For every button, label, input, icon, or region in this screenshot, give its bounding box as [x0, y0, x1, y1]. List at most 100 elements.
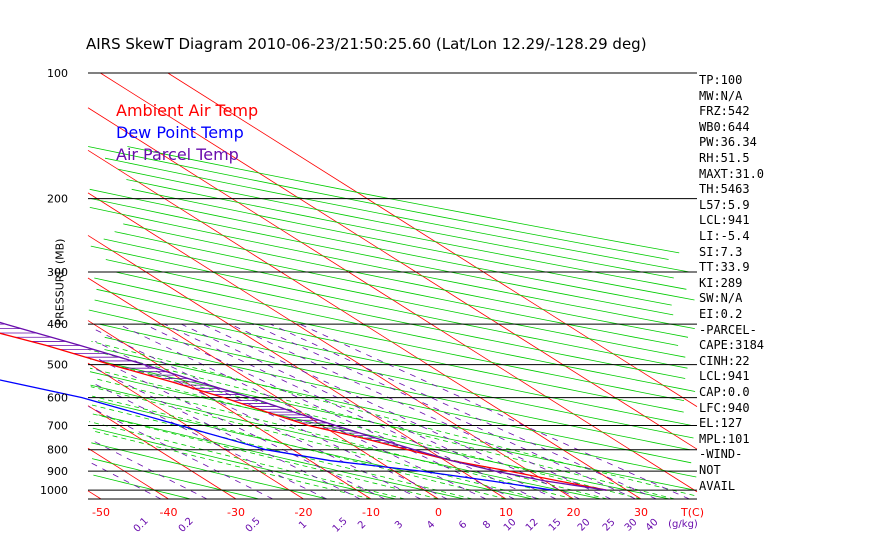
index-item: RH:51.5: [699, 151, 750, 165]
index-item: AVAIL: [699, 478, 736, 493]
index-item: SW:N/A: [699, 291, 743, 306]
legend-dew-point-temp: Dew Point Temp: [116, 123, 244, 142]
mixing-ratio-tick-label: 12: [524, 517, 541, 534]
mixing-ratio-line: [230, 323, 612, 500]
temp-bottom-tick-label: 20: [567, 506, 581, 519]
moist-adiabat-line: [90, 413, 439, 500]
moist-adiabat-line: [88, 349, 675, 500]
temp-bottom-tick-label: 10: [499, 506, 513, 519]
mixing-ratio-line: [181, 323, 557, 500]
index-item: -WIND-: [699, 447, 743, 462]
mixing-ratio-line: [118, 323, 487, 500]
moist-adiabat-line: [89, 367, 608, 500]
temp-bottom-tick-label: -10: [362, 506, 380, 519]
mixing-ratio-line: [144, 323, 515, 500]
mixing-ratio-tick-label: 30: [623, 517, 640, 534]
dry-adiabat-line: [105, 259, 686, 379]
index-item: KI:289: [699, 275, 743, 290]
index-item: CAPE:3184: [699, 338, 765, 353]
dry-adiabat-line: [103, 238, 686, 358]
isotherm-line: [87, 320, 372, 500]
dry-adiabat-line: [104, 336, 692, 464]
mixing-ratio-line: [299, 323, 690, 500]
dry-adiabat-line: [91, 198, 674, 316]
temp-bottom-tick-label: 30: [634, 506, 648, 519]
index-item: EL:127: [699, 416, 743, 431]
dry-adiabat-line: [91, 458, 260, 500]
dry-adiabat-line: [89, 188, 672, 306]
temp-unit-label: T(C): [680, 506, 704, 519]
isotherm-line: [87, 277, 439, 500]
mixing-ratio-line: [93, 367, 361, 500]
legend-ambient-air-temp: Ambient Air Temp: [116, 101, 259, 120]
mixing-ratio-line: [164, 323, 538, 500]
dry-adiabat-line: [92, 427, 397, 500]
index-item: FRZ:542: [699, 104, 750, 119]
mixing-ratio-tick-label: 8: [481, 519, 493, 531]
mixing-ratio-tick-label: 0.5: [244, 516, 263, 535]
dry-adiabat-line: [114, 231, 679, 346]
dry-adiabat-line: [104, 157, 690, 273]
mixing-ratio-lines: [88, 323, 690, 500]
dry-adiabat-line: [94, 277, 685, 401]
dry-adiabat-line: [104, 349, 697, 478]
pressure-tick-label: 700: [47, 420, 68, 433]
pressure-tick-label: 600: [47, 392, 68, 405]
isotherm-line: [87, 490, 102, 500]
index-item: EI:0.2: [699, 307, 743, 321]
dry-adiabat-line: [97, 400, 533, 500]
dry-adiabat-line: [117, 168, 674, 279]
mixing-ratio-unit-label: (g/kg): [668, 519, 698, 530]
pressure-tick-label: 200: [47, 193, 68, 206]
index-item: LCL:941: [699, 213, 750, 228]
mixing-ratio-tick-label: 0.1: [132, 516, 151, 535]
dry-adiabat-line: [94, 299, 692, 426]
mixing-ratio-line: [252, 323, 636, 500]
mixing-ratio-tick-label: 10: [502, 517, 519, 534]
mixing-ratio-tick-label: 40: [644, 517, 661, 534]
chart-title: AIRS SkewT Diagram 2010-06-23/21:50:25.6…: [86, 35, 647, 53]
moist-adiabat-line: [91, 341, 695, 496]
index-item: CAP:0.0: [699, 385, 750, 399]
mixing-ratio-line: [94, 356, 385, 500]
index-item: NOT: [699, 463, 721, 477]
dry-adiabat-line: [96, 288, 684, 413]
mixing-ratio-tick-label: 0.2: [177, 516, 196, 535]
dry-adiabat-line: [93, 474, 191, 500]
dry-adiabat-line: [90, 245, 688, 369]
pressure-tick-label: 1000: [40, 484, 68, 497]
temp-bottom-tick-label: -20: [295, 506, 313, 519]
dry-adiabat-line: [123, 223, 689, 338]
dry-adiabat-line: [88, 309, 694, 439]
mixing-ratio-tick-label: 6: [457, 519, 469, 531]
isotherm-line: [87, 405, 237, 500]
dry-adiabat-line: [131, 188, 695, 301]
y-axis-label: PRESSURE (MB): [53, 238, 67, 326]
mixing-ratio-line: [202, 323, 580, 500]
dry-adiabat-line: [115, 271, 696, 392]
index-item: TT:33.9: [699, 260, 750, 275]
index-item: LFC:940: [699, 400, 750, 415]
pressure-tick-label: 900: [47, 465, 68, 478]
moist-adiabat-line: [90, 386, 540, 500]
mixing-ratio-tick-label: 25: [601, 517, 618, 534]
index-item: MAXT:31.0: [699, 166, 765, 181]
moist-adiabat-line: [91, 430, 372, 500]
mixing-ratio-line: [270, 323, 657, 500]
temp-bottom-tick-label: -50: [92, 506, 110, 519]
isotherm-line: [87, 235, 507, 500]
index-item: MPL:101: [699, 431, 750, 446]
dry-adiabat-line: [126, 179, 687, 290]
pressure-tick-label: 100: [47, 67, 68, 80]
mixing-ratio-tick-label: 3: [393, 519, 405, 531]
moist-adiabat-line: [89, 421, 405, 500]
legend-air-parcel-temp: Air Parcel Temp: [116, 145, 239, 164]
mixing-ratio-tick-label: 4: [425, 519, 437, 531]
mixing-ratio-line: [90, 462, 162, 500]
dry-adiabat-line: [88, 146, 669, 260]
profile-series: [0, 321, 607, 491]
temp-bottom-tick-label: 0: [435, 506, 442, 519]
dry-adiabat-line: [89, 371, 670, 500]
index-item: -PARCEL-: [699, 322, 757, 337]
